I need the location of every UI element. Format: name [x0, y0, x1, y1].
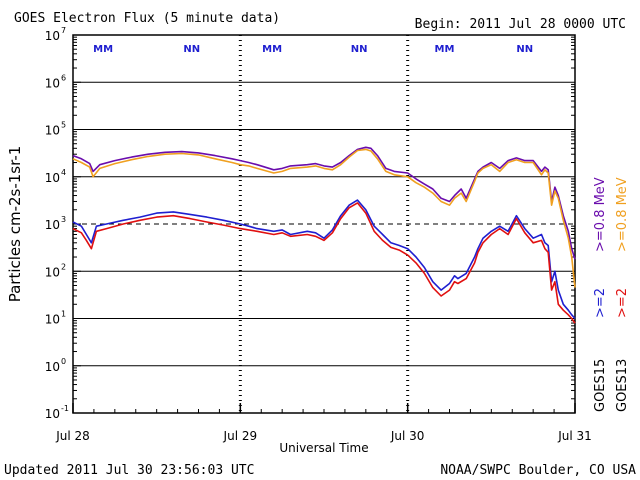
series-line: [72, 199, 576, 320]
legend-group: GOES15: [593, 359, 608, 412]
top-marker-layer: MM NN MM NN MM NN: [93, 44, 533, 55]
y-tick-exponent: 5: [61, 121, 66, 130]
legend-entry: >=0.8 MeV: [615, 177, 630, 252]
y-tick-label: 10: [45, 360, 60, 374]
y-tick-exponent: 4: [61, 168, 66, 177]
y-tick-label: 10: [45, 76, 60, 90]
chart-title: GOES Electron Flux (5 minute data): [14, 11, 280, 26]
legend-entry: >=2: [615, 288, 630, 318]
x-tick-label: Jul 31: [557, 429, 592, 443]
updated-timestamp: Updated 2011 Jul 30 23:56:03 UTC: [4, 463, 254, 478]
y-tick-exponent: 7: [61, 26, 66, 35]
y-tick-label: 10: [45, 265, 60, 279]
top-marker: MM: [262, 44, 282, 55]
y-tick-label: 10: [45, 171, 60, 185]
top-marker: NN: [183, 44, 200, 55]
y-tick-label: 10: [45, 313, 60, 327]
data-source: NOAA/SWPC Boulder, CO USA: [440, 463, 636, 478]
series-line: [72, 148, 576, 288]
y-tick-label: 10: [45, 124, 60, 138]
begin-date: Begin: 2011 Jul 28 0000 UTC: [415, 17, 626, 32]
legend-entry: >=2: [593, 288, 608, 318]
legend-entry: >=0.8 MeV: [593, 177, 608, 252]
y-tick-label: 10: [45, 29, 60, 43]
top-marker: MM: [435, 44, 455, 55]
top-marker: NN: [516, 44, 533, 55]
x-tick-label: Jul 29: [223, 429, 258, 443]
legend: GOES15 GOES13 >=0.8 MeV >=2 >=0.8 MeV >=2: [593, 177, 630, 412]
top-marker: NN: [351, 44, 368, 55]
x-tick-label: Jul 30: [390, 429, 425, 443]
x-axis-label: Universal Time: [279, 441, 368, 455]
y-axis-label: Particles cm-2s-1sr-1: [6, 146, 24, 303]
y-tick-exponent: 3: [61, 215, 66, 224]
y-tick-exponent: 2: [61, 262, 66, 271]
top-marker: MM: [93, 44, 113, 55]
y-tick-label: 10: [45, 218, 60, 232]
series-line: [72, 202, 576, 324]
series-layer: [72, 146, 576, 324]
y-tick-exponent: -1: [61, 404, 69, 413]
x-tick-label: Jul 28: [55, 429, 90, 443]
y-tick-exponent: 6: [61, 73, 66, 82]
series-line: [72, 146, 576, 260]
y-tick-exponent: 1: [61, 310, 66, 319]
legend-group: GOES13: [615, 359, 630, 412]
grid-layer: [73, 35, 575, 413]
y-tick-exponent: 0: [61, 357, 66, 366]
y-tick-label: 10: [45, 407, 60, 421]
